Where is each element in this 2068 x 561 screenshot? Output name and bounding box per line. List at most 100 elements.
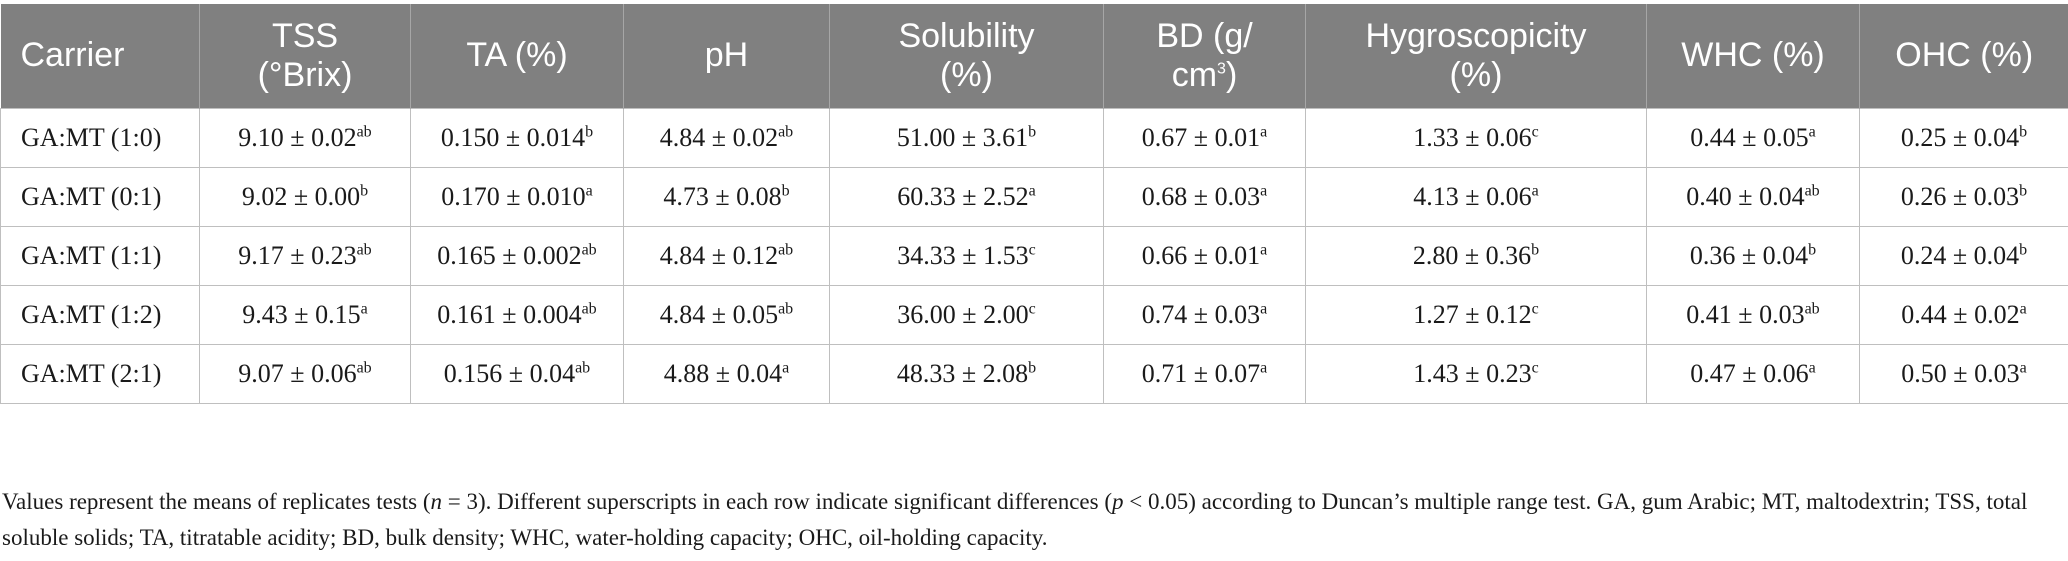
value-cell: 0.71 ± 0.07a — [1103, 343, 1306, 404]
cell-value: 1.43 ± 0.23 — [1413, 358, 1532, 388]
value-cell: 0.41 ± 0.03ab — [1646, 284, 1860, 345]
header-hygroscopicity-line2: (%) — [1449, 55, 1503, 94]
footnote-p-variable: p — [1111, 489, 1124, 514]
cell-value: 0.74 ± 0.03 — [1141, 299, 1261, 329]
significance-superscript: ab — [778, 240, 794, 258]
value-cell: 4.88 ± 0.04a — [623, 343, 830, 404]
significance-superscript: a — [2019, 299, 2027, 317]
significance-superscript: a — [1260, 358, 1268, 376]
table-body: GA:MT (1:0) 9.10 ± 0.02ab 0.150 ± 0.014b 4.… — [0, 107, 2068, 404]
cell-value: 34.33 ± 1.53 — [897, 240, 1029, 270]
value-cell: 0.68 ± 0.03a — [1103, 166, 1306, 227]
significance-superscript: ab — [778, 299, 794, 317]
cell-value: 0.71 ± 0.07 — [1141, 358, 1261, 388]
value-cell: 4.84 ± 0.02ab — [623, 107, 830, 168]
significance-superscript: a — [585, 181, 593, 199]
cell-value: 9.43 ± 0.15 — [242, 299, 361, 329]
header-ohc: OHC (%) — [1859, 4, 2068, 108]
table-row: GA:MT (1:0) 9.10 ± 0.02ab 0.150 ± 0.014b 4.… — [0, 107, 2068, 168]
cell-value: 4.84 ± 0.12 — [659, 240, 779, 270]
footnote-part3: < 0.05) according to Duncan’s multiple r… — [2, 489, 2028, 550]
value-cell: 1.43 ± 0.23c — [1305, 343, 1647, 404]
cell-value: 0.66 ± 0.01 — [1141, 240, 1261, 270]
cell-value: 0.25 ± 0.04 — [1900, 122, 2020, 152]
header-carrier-label: Carrier — [20, 36, 125, 75]
value-cell: 0.50 ± 0.03a — [1859, 343, 2068, 404]
cell-value: 4.88 ± 0.04 — [663, 358, 783, 388]
table-row: GA:MT (1:2) 9.43 ± 0.15a 0.161 ± 0.004ab 4.… — [0, 284, 2068, 345]
value-cell: 36.00 ± 2.00c — [829, 284, 1104, 345]
cell-value: 0.50 ± 0.03 — [1901, 358, 2020, 388]
cell-value: 0.150 ± 0.014 — [440, 122, 586, 152]
cell-value: 0.165 ± 0.002 — [437, 240, 582, 270]
cell-value: 0.44 ± 0.02 — [1901, 299, 2020, 329]
value-cell: 4.84 ± 0.05ab — [623, 284, 830, 345]
cell-value: 51.00 ± 3.61 — [896, 122, 1029, 152]
cell-value: 0.26 ± 0.03 — [1900, 181, 2020, 211]
significance-superscript: c — [1028, 240, 1036, 258]
header-bd-line1: BD (g/ — [1156, 16, 1253, 55]
significance-superscript: a — [1260, 181, 1268, 199]
significance-superscript: ab — [356, 122, 372, 140]
value-cell: 4.13 ± 0.06a — [1305, 166, 1647, 227]
value-cell: 0.161 ± 0.004ab — [410, 284, 624, 345]
value-cell: 0.74 ± 0.03a — [1103, 284, 1306, 345]
value-cell: 0.25 ± 0.04b — [1859, 107, 2068, 168]
header-ohc-label: OHC (%) — [1895, 36, 2034, 75]
significance-superscript: a — [782, 358, 790, 376]
significance-superscript: b — [585, 122, 594, 140]
value-cell: 0.47 ± 0.06a — [1646, 343, 1860, 404]
header-bd-tail: ) — [1225, 55, 1238, 94]
significance-superscript: b — [2019, 181, 2028, 199]
table-row: GA:MT (2:1) 9.07 ± 0.06ab 0.156 ± 0.04ab 4.… — [0, 343, 2068, 404]
significance-superscript: b — [1028, 358, 1037, 376]
value-cell: 0.156 ± 0.04ab — [410, 343, 624, 404]
significance-superscript: ab — [1804, 181, 1820, 199]
significance-superscript: ab — [575, 358, 591, 376]
significance-superscript: ab — [356, 240, 372, 258]
value-cell: 0.24 ± 0.04b — [1859, 225, 2068, 286]
value-cell: 9.02 ± 0.00b — [199, 166, 411, 227]
significance-superscript: c — [1531, 358, 1539, 376]
cell-value: 0.67 ± 0.01 — [1141, 122, 1261, 152]
significance-superscript: a — [1260, 299, 1268, 317]
value-cell: 0.26 ± 0.03b — [1859, 166, 2068, 227]
significance-superscript: a — [360, 299, 368, 317]
significance-superscript: a — [1808, 358, 1816, 376]
footnote-part2: = 3). Different superscripts in each row… — [442, 489, 1112, 514]
cell-value: 1.27 ± 0.12 — [1413, 299, 1532, 329]
value-cell: 0.44 ± 0.05a — [1646, 107, 1860, 168]
footnote-n-variable: n — [430, 489, 443, 514]
value-cell: 9.43 ± 0.15a — [199, 284, 411, 345]
table-header: Carrier TSS (°Brix) TA (%) pH Solubility… — [0, 4, 2068, 108]
value-cell: 9.17 ± 0.23ab — [199, 225, 411, 286]
value-cell: 0.170 ± 0.010a — [410, 166, 624, 227]
cell-value: 1.33 ± 0.06 — [1413, 122, 1532, 152]
header-ta: TA (%) — [410, 4, 624, 108]
value-cell: 4.84 ± 0.12ab — [623, 225, 830, 286]
carrier-cell: GA:MT (1:2) — [0, 284, 200, 345]
header-ta-label: TA (%) — [466, 36, 568, 75]
header-bd-sup: 3 — [1217, 60, 1226, 78]
value-cell: 0.67 ± 0.01a — [1103, 107, 1306, 168]
cell-value: 36.00 ± 2.00 — [897, 299, 1029, 329]
significance-superscript: b — [1808, 240, 1817, 258]
value-cell: 1.33 ± 0.06c — [1305, 107, 1647, 168]
value-cell: 0.165 ± 0.002ab — [410, 225, 624, 286]
value-cell: 48.33 ± 2.08b — [829, 343, 1104, 404]
header-tss-line2: (°Brix) — [257, 55, 353, 94]
value-cell: 0.44 ± 0.02a — [1859, 284, 2068, 345]
header-carrier: Carrier — [0, 4, 200, 108]
value-cell: 0.36 ± 0.04b — [1646, 225, 1860, 286]
significance-superscript: b — [360, 181, 369, 199]
header-solubility: Solubility (%) — [829, 4, 1104, 108]
cell-value: 0.170 ± 0.010 — [441, 181, 586, 211]
header-whc-label: WHC (%) — [1681, 36, 1825, 75]
significance-superscript: ab — [581, 240, 597, 258]
significance-superscript: b — [1028, 122, 1037, 140]
header-bd: BD (g/ cm3) — [1103, 4, 1306, 108]
table-footnote: Values represent the means of replicates… — [2, 484, 2042, 556]
significance-superscript: a — [1808, 122, 1816, 140]
value-cell: 60.33 ± 2.52a — [829, 166, 1104, 227]
value-cell: 0.40 ± 0.04ab — [1646, 166, 1860, 227]
